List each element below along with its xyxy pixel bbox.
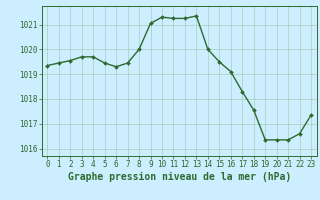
X-axis label: Graphe pression niveau de la mer (hPa): Graphe pression niveau de la mer (hPa) xyxy=(68,172,291,182)
